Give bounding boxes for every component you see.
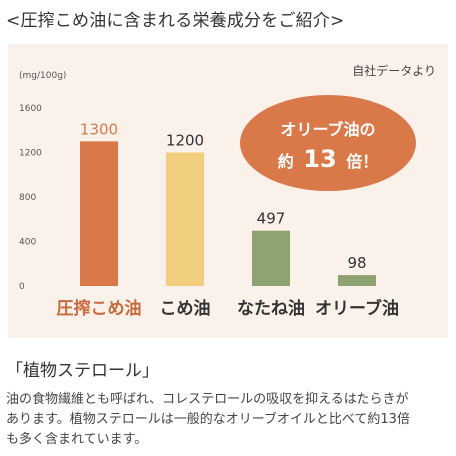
body-line: 油の食物繊維とも呼ばれ、コレステロールの吸収を抑えるはたらきが xyxy=(6,392,409,407)
category-label: 圧搾こめ油 xyxy=(57,298,142,319)
bar-4 xyxy=(338,275,376,286)
y-axis-ticks: 0 400 800 1200 1600 xyxy=(19,104,42,292)
category-label: こめ油 xyxy=(160,298,211,319)
bars-group: 1300 圧搾こめ油 1200 こめ油 497 なたね油 98 オリーブ油 xyxy=(57,120,399,319)
category-label: なたね油 xyxy=(237,298,305,319)
callout-number: 13 xyxy=(303,145,336,173)
y-tick-label: 400 xyxy=(19,238,36,248)
chart-canvas: (mg/100g) 自社データより 0 400 800 1200 1600 1300 圧搾… xyxy=(19,63,436,319)
body-line: あります。植物ステロールは一般的なオリーブオイルと比べて約13倍 xyxy=(6,412,410,427)
bar-value-label: 98 xyxy=(347,254,366,272)
bar-value-label: 497 xyxy=(257,210,286,228)
callout-line2: 約 13 倍！ xyxy=(278,145,379,173)
bar-1 xyxy=(80,141,118,286)
callout-prefix: 約 xyxy=(278,152,294,171)
callout-badge: オリーブ油の 約 13 倍！ xyxy=(240,95,416,191)
bar-3 xyxy=(252,230,290,286)
body-text: 油の食物繊維とも呼ばれ、コレステロールの吸収を抑えるはたらきが あります。植物ス… xyxy=(6,390,446,450)
page-heading: <圧搾こめ油に含まれる栄養成分をご紹介> xyxy=(6,11,345,31)
source-note: 自社データより xyxy=(352,63,436,78)
section-title: 「植物ステロール」 xyxy=(6,361,159,381)
bar-value-label: 1200 xyxy=(166,132,204,150)
y-unit-label: (mg/100g) xyxy=(19,71,66,81)
y-tick-label: 1200 xyxy=(19,149,42,159)
category-label: オリーブ油 xyxy=(315,298,399,319)
callout-suffix: 倍！ xyxy=(346,152,378,171)
callout-line1: オリーブ油の xyxy=(280,120,375,139)
body-line: も多く含まれています。 xyxy=(6,432,148,447)
bar-value-label: 1300 xyxy=(80,120,118,138)
sterol-bar-chart: (mg/100g) 自社データより 0 400 800 1200 1600 1300 圧搾… xyxy=(8,44,448,338)
y-tick-label: 0 xyxy=(19,282,25,292)
callout-ellipse xyxy=(240,95,416,191)
bar-2 xyxy=(166,152,204,286)
y-tick-label: 1600 xyxy=(19,104,42,114)
y-tick-label: 800 xyxy=(19,193,36,203)
